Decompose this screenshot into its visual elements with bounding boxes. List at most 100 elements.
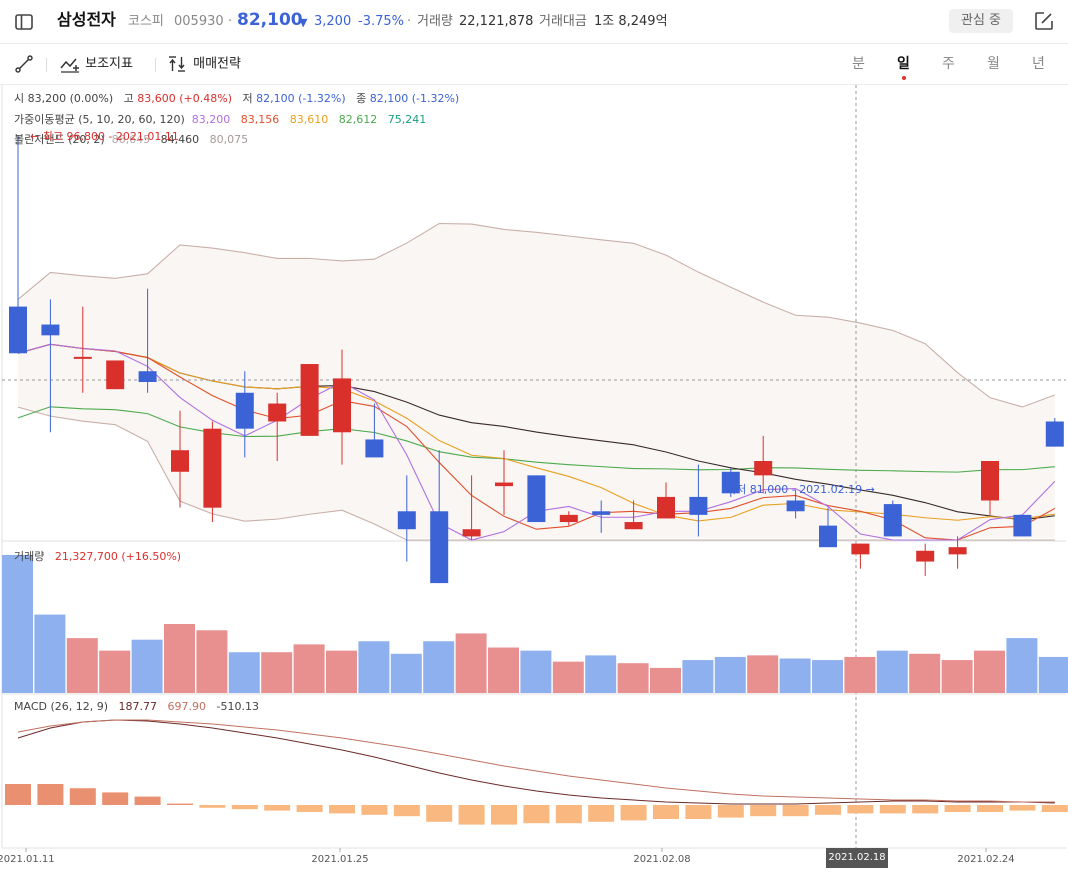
volume-bar [1006,638,1038,693]
bollinger-legend[interactable]: 볼린저밴드 (20, 2) 86,645 84,460 80,075 [14,133,248,147]
volume-bar [941,660,973,693]
volume-bar [423,641,455,693]
macd-histogram-bar [361,805,388,815]
ma60-value: 82,612 [338,113,378,126]
macd-histogram-bar [847,805,874,814]
macd-hist-value: -510.13 [216,700,260,713]
date-tick: 2021.02.08 [633,854,691,865]
strategy-button[interactable]: 매매전략 [167,54,241,75]
stock-header: 삼성전자 코스피 005930 · 82,100 ▼ 3,200 -3.75% … [0,0,1068,44]
period-tab-month[interactable]: 월 [987,56,1000,72]
low-marker-label: 최저 81,000 - 2021.02.19 → [726,483,875,496]
volume-value: 21,327,700 (+16.50%) [54,550,182,563]
candle-body [430,511,449,584]
macd-histogram-bar [329,805,355,814]
candle-body [138,371,157,382]
volume-bar [876,650,908,693]
volume-bar [585,655,617,693]
period-tab-day[interactable]: 일 [897,56,910,72]
macd-histogram-bar [912,805,939,814]
macd-signal-line [17,719,1055,803]
date-tick: 2021.01.25 [311,854,369,865]
edit-icon[interactable] [1034,11,1054,31]
period-tab-week[interactable]: 주 [942,56,955,72]
volume-legend: 거래량 21,327,700 (+16.50%) [14,548,181,564]
bollinger-lower-line [17,406,1055,541]
macd-histogram-bar [102,792,129,805]
candle-body [624,522,643,530]
candle-body [883,504,902,537]
macd-histogram-bar [458,805,485,825]
macd-histogram-bar [555,805,582,824]
candle-body [916,550,935,562]
macd-histogram-bar [37,784,64,805]
draw-tool-button[interactable] [14,54,34,75]
volume-bar [488,647,519,693]
volume-bar [682,660,714,693]
candle-body [171,450,189,472]
volume-bar [974,650,1005,693]
volume-bar [844,656,876,693]
indicators-button[interactable]: 보조지표 [59,54,133,75]
candle-body [592,511,611,515]
volume-value: 22,121,878 [459,14,534,29]
candle-body [981,461,999,501]
volume-bar [617,663,649,693]
volume-bar [2,555,33,693]
macd-histogram-bar [1041,805,1068,812]
high-label: 고 [123,92,134,105]
volume-bar [228,652,260,693]
low-label: 저 [242,92,253,105]
macd-histogram-bar [815,805,841,815]
ma-label: 가중이동평균 (5, 10, 20, 60, 120) [14,113,185,126]
macd-value: 187.77 [118,700,158,713]
ma20-value: 83,610 [289,113,329,126]
macd-histogram-bar [620,805,647,821]
candle-body [397,511,416,530]
macd-histogram-bar [5,784,31,805]
close-value: 82,100 (-1.32%) [369,92,460,105]
watchlist-button[interactable]: 관심 중 [949,9,1013,33]
volume-bar [261,652,293,693]
macd-histogram-bar [134,796,161,805]
volume-bar [747,655,779,693]
macd-histogram-bar [199,805,226,808]
indicator-chart-icon [60,58,79,73]
macd-histogram-bar [167,803,193,805]
low-value: 82,100 (-1.32%) [256,92,346,105]
candle-body [495,482,513,487]
macd-histogram-bar [231,805,258,810]
down-arrow-icon: ▼ [299,16,308,29]
volume-bar [812,660,843,693]
period-tab-year[interactable]: 년 [1032,56,1045,72]
volume-bar [164,624,195,693]
ma120-value: 75,241 [387,113,427,126]
macd-histogram-bar [879,805,906,814]
volume-bar [131,639,163,693]
volume-bar [909,653,941,693]
bb-upper-value: 86,645 [111,133,151,146]
candle-body [73,356,92,359]
candle-body [851,543,870,555]
candle-body [203,428,222,508]
candle-body [689,496,708,515]
macd-histogram-bar [69,788,96,805]
macd-signal-value: 697.90 [167,700,207,713]
stock-name: 삼성전자 [57,10,116,29]
volume-bar [293,644,325,693]
current-price: 82,100 [237,10,303,30]
high-value: 83,600 (+0.48%) [137,92,232,105]
sidebar-toggle-icon[interactable] [14,12,34,32]
candle-body [365,439,384,458]
macd-histogram-bar [426,805,453,822]
price-change: 3,200 [314,14,352,29]
volume-bar [1038,656,1068,693]
candle-body [527,475,546,523]
ma-legend[interactable]: 가중이동평균 (5, 10, 20, 60, 120) 83,200 83,15… [14,113,426,127]
date-tick: 2021.02.24 [957,854,1015,865]
bollinger-upper-line [17,222,1055,408]
period-tab-minute[interactable]: 분 [852,56,865,72]
volume-bar [552,661,584,693]
draw-line-icon [15,55,33,73]
